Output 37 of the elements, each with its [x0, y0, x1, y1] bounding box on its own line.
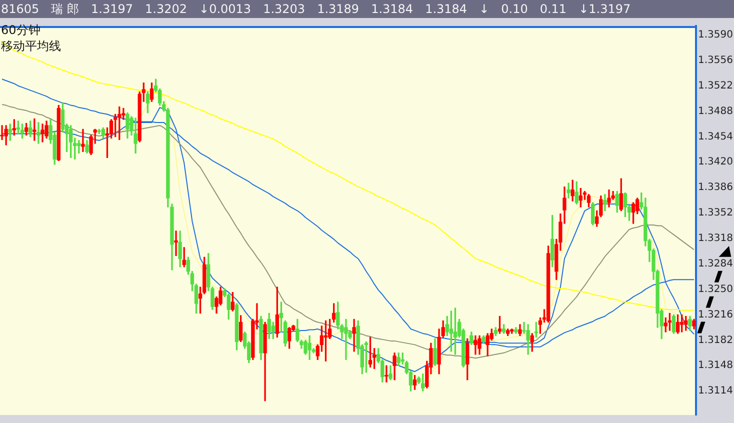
candlestick — [352, 318, 356, 352]
y-tick-label: 1.3250 — [698, 284, 733, 295]
text: 1.3189 — [317, 1, 360, 18]
text: 1.3184 — [425, 1, 468, 18]
text: 0.11 — [540, 1, 567, 18]
candlestick — [40, 124, 44, 142]
text: 1.3197 — [91, 1, 134, 18]
candlestick — [174, 230, 178, 256]
text: 0.10 — [501, 1, 528, 18]
candlestick — [566, 182, 570, 198]
text: 1.3184 — [371, 1, 414, 18]
y-tick-label: 1.3352 — [698, 208, 733, 219]
candlestick — [0, 125, 4, 140]
y-tick-label: 1.3148 — [698, 360, 733, 372]
text: 瑞 郎 — [51, 1, 80, 18]
y-tick-label: 1.3420 — [698, 156, 733, 168]
y-tick-label: 1.3216 — [698, 309, 733, 320]
text: ↓ — [479, 1, 490, 18]
text: ↓1.3197 — [578, 1, 631, 18]
candlestick — [36, 122, 40, 144]
text: ↓0.0013 — [199, 1, 252, 18]
y-tick-label: 1.3182 — [698, 334, 733, 346]
candlestick — [384, 365, 388, 382]
y-tick-label: 1.3284 — [698, 258, 733, 270]
y-tick-label: 1.3556 — [698, 55, 733, 66]
y-tick-label: 1.3114 — [698, 386, 733, 397]
text: 81605 — [1, 1, 40, 18]
candlestick — [81, 128, 85, 152]
text: 1.3203 — [263, 1, 306, 18]
text: 1.3202 — [145, 1, 188, 18]
y-tick-label: 1.3454 — [698, 131, 733, 142]
candlestick — [344, 318, 348, 360]
y-tick-label: 1.3386 — [698, 182, 733, 194]
y-tick-label: 1.3522 — [698, 80, 733, 92]
y-tick-label: 1.3318 — [698, 233, 733, 244]
y-tick-label: 1.3590 — [698, 30, 733, 41]
y-tick-label: 1.3488 — [698, 106, 733, 117]
